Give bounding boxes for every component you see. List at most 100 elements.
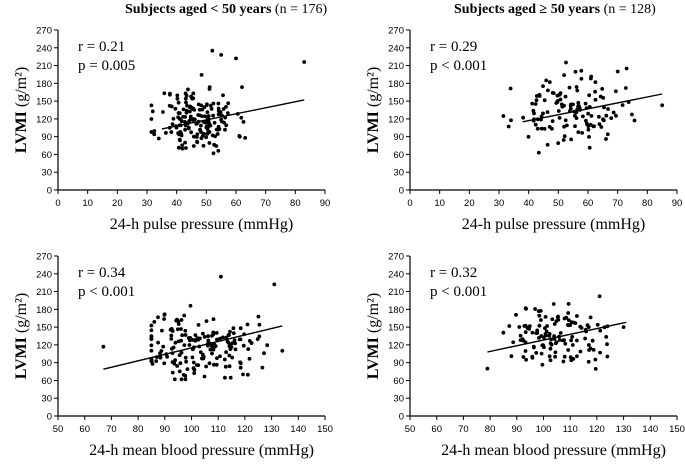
data-point	[149, 328, 154, 333]
data-point	[170, 122, 175, 127]
data-point	[535, 126, 540, 131]
y-tick-label: 0	[399, 412, 404, 423]
y-tick-label: 30	[41, 394, 52, 405]
x-tick-label: 90	[320, 198, 331, 209]
data-point	[245, 322, 250, 327]
y-tick-label: 210	[388, 287, 404, 298]
data-point	[204, 103, 209, 107]
data-point	[161, 110, 165, 114]
y-tick-label: 30	[41, 168, 52, 179]
data-point	[222, 357, 227, 362]
y-tick-label: 30	[393, 394, 404, 405]
data-point	[563, 94, 568, 99]
data-point	[195, 132, 200, 137]
data-point	[609, 116, 614, 120]
data-point	[579, 326, 584, 330]
data-point	[542, 126, 547, 131]
data-point	[174, 318, 179, 323]
data-point	[202, 335, 207, 339]
y-tick-label: 180	[388, 305, 404, 316]
data-point	[575, 314, 579, 318]
x-tick-label: 90	[160, 424, 171, 435]
data-point	[576, 130, 581, 135]
data-point	[185, 367, 190, 372]
data-point	[660, 103, 665, 108]
data-point	[149, 334, 154, 339]
data-point	[593, 367, 598, 371]
data-point	[570, 335, 575, 339]
data-point	[561, 359, 566, 364]
data-point	[175, 96, 180, 101]
stat-annotation: p = 0.005	[78, 58, 135, 74]
data-point	[240, 85, 244, 89]
data-point	[183, 115, 188, 119]
data-point	[553, 350, 558, 355]
data-point	[190, 355, 195, 360]
data-point	[260, 365, 265, 370]
data-point	[545, 110, 550, 114]
data-point	[184, 146, 188, 150]
regression-line	[103, 325, 283, 370]
data-point	[152, 129, 157, 133]
y-tick-label: 90	[41, 132, 52, 143]
data-point	[541, 84, 545, 88]
data-point	[230, 341, 235, 346]
data-point	[169, 337, 174, 341]
data-point	[563, 341, 568, 346]
data-point	[180, 333, 185, 338]
data-point	[587, 93, 592, 98]
data-point	[508, 86, 513, 91]
data-point	[593, 97, 598, 102]
data-point	[170, 360, 175, 364]
x-tick-label: 50	[53, 424, 64, 435]
data-point	[173, 358, 178, 363]
data-point	[535, 331, 540, 335]
data-point	[280, 348, 285, 353]
x-tick-label: 120	[237, 424, 253, 435]
data-point	[239, 115, 244, 120]
data-point	[216, 109, 221, 113]
data-point	[149, 130, 154, 134]
data-point	[177, 369, 182, 374]
data-point	[509, 354, 514, 359]
data-point	[265, 343, 270, 348]
data-point	[193, 338, 198, 343]
data-point	[544, 78, 549, 83]
data-point	[632, 118, 637, 123]
data-point	[272, 282, 277, 287]
data-point	[211, 330, 216, 335]
data-point	[188, 303, 193, 308]
y-tick-label: 30	[393, 168, 404, 179]
data-point	[188, 336, 193, 340]
data-point	[501, 114, 506, 118]
data-point	[215, 337, 219, 342]
data-point	[216, 112, 221, 117]
data-point	[175, 93, 180, 98]
data-point	[215, 356, 219, 360]
data-point	[523, 323, 528, 328]
stat-annotation: r = 0.29	[430, 39, 477, 55]
data-point	[521, 355, 526, 359]
data-point	[605, 342, 609, 347]
regression-line	[161, 99, 305, 130]
data-point	[227, 333, 231, 337]
data-point	[192, 108, 197, 112]
data-point	[523, 330, 528, 334]
data-point	[521, 115, 525, 120]
data-point	[212, 362, 216, 367]
data-point	[543, 315, 548, 319]
data-point	[241, 343, 246, 348]
y-tick-label: 210	[36, 61, 52, 72]
data-point	[215, 132, 220, 136]
data-point	[560, 338, 565, 343]
data-point	[580, 131, 584, 135]
y-tick-label: 60	[41, 376, 52, 387]
data-point	[211, 317, 216, 322]
data-point	[205, 131, 210, 136]
x-tick-label: 0	[55, 198, 60, 209]
data-point	[589, 114, 594, 118]
data-point	[570, 343, 575, 347]
data-point	[302, 60, 307, 64]
data-point	[212, 120, 217, 125]
data-point	[226, 101, 231, 106]
